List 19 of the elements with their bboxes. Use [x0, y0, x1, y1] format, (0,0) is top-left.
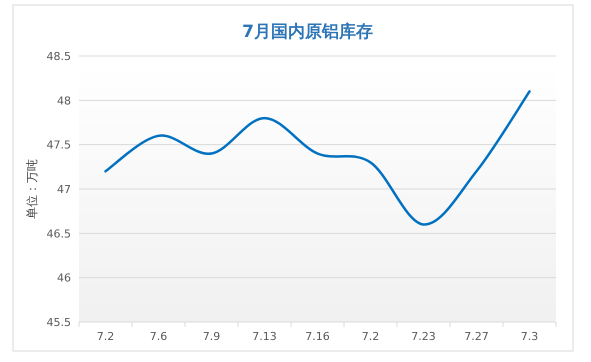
y-tick-label: 46: [57, 272, 71, 285]
y-axis-title: 单位：万吨: [25, 159, 39, 219]
x-tick-label: 7.27: [464, 330, 489, 343]
chart-title: 7月国内原铝库存: [242, 22, 373, 42]
x-tick-label: 7.3: [520, 330, 538, 343]
y-tick-label: 48.5: [46, 50, 71, 63]
x-tick-label: 7.9: [202, 330, 220, 343]
y-tick-label: 47: [57, 183, 71, 196]
x-tick-label: 7.6: [150, 330, 168, 343]
x-tick-label: 7.2: [362, 330, 380, 343]
x-tick-label: 7.2: [96, 330, 114, 343]
y-tick-label: 47.5: [46, 138, 71, 152]
x-tick-label: 7.23: [411, 330, 436, 343]
x-tick-label: 7.16: [305, 330, 330, 343]
y-tick-label: 48: [57, 94, 71, 108]
x-tick-label: 7.13: [252, 330, 277, 343]
line-series: [104, 90, 531, 226]
y-tick-label: 45.5: [46, 316, 71, 329]
y-tick-label: 46.5: [46, 227, 71, 240]
